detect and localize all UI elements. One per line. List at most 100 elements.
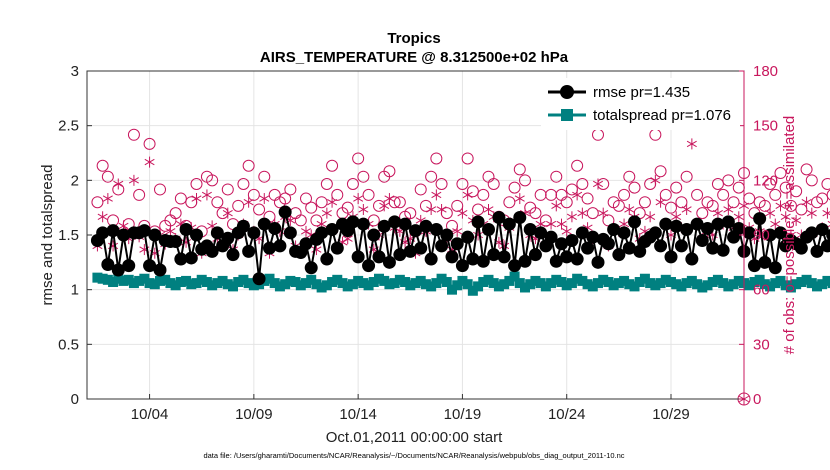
totalspread-point <box>483 274 494 285</box>
asterisk-stroke <box>300 228 312 235</box>
totalspread-point <box>436 273 447 284</box>
rmse-point <box>190 228 203 242</box>
rmse-point <box>320 252 334 266</box>
totalspread-point <box>233 277 244 288</box>
obs-assimilated-point <box>128 174 139 186</box>
rmse-point <box>607 223 621 237</box>
obs-assimilated-point <box>780 211 791 223</box>
totalspread-point <box>619 275 630 286</box>
obs-assimilated-point <box>650 174 661 186</box>
rmse-point <box>674 239 688 253</box>
rmse-point <box>591 255 605 269</box>
obs-assimilated-point <box>723 203 734 215</box>
obs-possible-point <box>722 174 735 187</box>
totalspread-point <box>196 274 207 285</box>
totalspread-point <box>327 277 338 288</box>
obs-assimilated-point <box>733 211 744 223</box>
totalspread-point <box>493 281 504 292</box>
totalspread-point <box>535 278 546 289</box>
asterisk-stroke <box>577 209 588 217</box>
obs-assimilated-point <box>566 211 577 223</box>
obs-possible-point <box>691 188 704 201</box>
rmse-point <box>487 248 501 262</box>
rmse-point <box>471 215 485 229</box>
totalspread-point <box>181 275 192 286</box>
rmse-point <box>137 224 151 238</box>
obs-assimilated-point <box>327 196 338 208</box>
rmse-point <box>711 217 725 231</box>
totalspread-point <box>744 280 755 291</box>
totalspread-point <box>561 280 572 291</box>
asterisk-stroke <box>535 220 546 228</box>
totalspread-point <box>775 275 786 286</box>
totalspread-point <box>671 279 682 290</box>
asterisk-stroke <box>551 202 562 210</box>
y-tick-label-right: 60 <box>753 282 770 299</box>
obs-possible-point <box>341 201 354 214</box>
obs-assimilated-point <box>191 193 202 205</box>
asterisk-stroke <box>514 195 525 202</box>
obs-assimilated-point <box>681 203 692 215</box>
totalspread-point <box>394 274 405 285</box>
footnote: data file: /Users/gharamti/Documents/NCA… <box>203 451 624 460</box>
totalspread-point <box>817 279 828 290</box>
rmse-point <box>763 228 777 242</box>
asterisk-stroke <box>566 213 577 220</box>
obs-assimilated-point <box>431 189 442 201</box>
rmse-point <box>654 239 668 253</box>
rmse-point <box>278 205 292 219</box>
obs-assimilated-point <box>201 189 212 201</box>
y-tick-label-right: 150 <box>753 118 778 135</box>
totalspread-point <box>587 281 598 292</box>
obs-possible-point <box>628 181 641 194</box>
asterisk-stroke <box>499 242 510 250</box>
chart-subtitle: AIRS_TEMPERATURE @ 8.312500e+02 hPa <box>260 49 569 66</box>
totalspread-point <box>160 274 171 285</box>
obs-possible-point <box>795 203 808 216</box>
x-tick-label: 10/29 <box>652 406 690 423</box>
asterisk-stroke <box>452 228 463 235</box>
y-ticks-right: 0 30 60 90 120 150 180 <box>739 63 778 408</box>
rmse-point <box>450 237 464 251</box>
obs-assimilated-point <box>473 229 484 241</box>
asterisk-stroke <box>686 140 697 148</box>
obs-possible-point <box>581 192 594 205</box>
asterisk-stroke <box>316 220 327 228</box>
obs-assimilated-point <box>822 207 830 219</box>
totalspread-point <box>248 280 259 291</box>
totalspread-point <box>342 281 353 292</box>
totalspread-point <box>525 279 536 290</box>
obs-possible-point <box>425 170 438 183</box>
rmse-point <box>351 250 365 264</box>
totalspread-point <box>337 278 348 289</box>
totalspread-point <box>462 279 473 290</box>
rmse-point <box>565 233 579 247</box>
totalspread-point <box>280 279 291 290</box>
obs-assimilated-point <box>358 203 369 215</box>
rmse-point <box>226 248 240 262</box>
totalspread-point <box>624 279 635 290</box>
asterisk-stroke <box>342 235 353 242</box>
obs-possible-point <box>623 170 636 183</box>
asterisk-stroke <box>118 222 129 230</box>
rmse-point <box>111 263 125 277</box>
asterisk-stroke <box>801 199 812 206</box>
obs-assimilated-point <box>353 193 364 205</box>
asterisk-stroke <box>598 209 609 217</box>
asterisk-stroke <box>556 220 567 228</box>
obs-possible-point <box>430 152 443 165</box>
rmse-point <box>664 250 678 264</box>
totalspread-point <box>666 277 676 288</box>
obs-possible-point <box>169 207 182 220</box>
asterisk-stroke <box>624 206 635 213</box>
totalspread-point <box>191 278 202 289</box>
totalspread-point <box>457 275 468 286</box>
obs-possible-point <box>206 174 219 187</box>
y-tick-label-right: 0 <box>753 391 761 408</box>
legend: rmse pr=1.435 totalspread pr=1.076 <box>541 78 740 130</box>
rmse-point <box>747 259 761 273</box>
obs-possible-point <box>696 207 709 220</box>
rmse-point <box>513 211 527 225</box>
totalspread-point <box>697 282 708 293</box>
obs-assimilated-point <box>827 220 830 228</box>
